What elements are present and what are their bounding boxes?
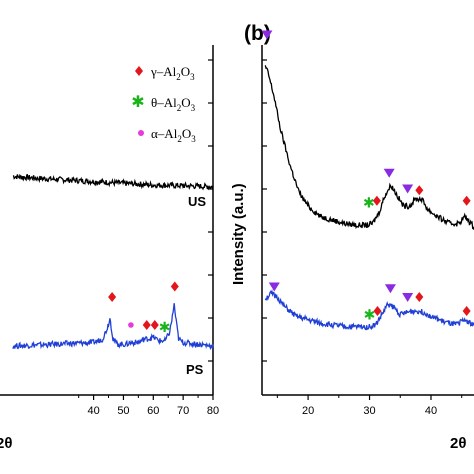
diamond-marker <box>142 320 151 330</box>
diamond-marker <box>462 306 471 316</box>
triangle-marker <box>402 293 414 302</box>
legend-entry-theta: ✱ θ–Al2O3 <box>131 94 195 113</box>
x-tick-label: 50 <box>117 405 129 417</box>
curve-label-ps: PS <box>186 362 204 377</box>
diamond-marker <box>150 320 159 330</box>
legend-label-alpha: α–Al2O3 <box>151 126 196 144</box>
diamond-marker <box>170 281 179 292</box>
star-marker: ✱ <box>364 307 376 323</box>
legend-circle-marker <box>138 130 144 136</box>
diamond-marker <box>415 185 424 196</box>
legend-star-marker: ✱ <box>131 94 144 111</box>
curve-label-us: US <box>188 194 206 209</box>
x-axis-title-b: 2θ <box>450 435 466 452</box>
series-line <box>12 303 214 351</box>
y-axis-title-b: Intensity (a.u.) <box>230 183 247 285</box>
diamond-marker <box>462 195 471 206</box>
panel-label-b: (b) <box>244 22 271 45</box>
panel-a: 40 50 60 70 80 ✱ γ–Al2O3 ✱ θ–Al2O3 α–Al2O3 U… <box>0 45 219 452</box>
x-axis-title-a: 2θ <box>0 435 12 452</box>
x-tick-label: 70 <box>177 405 189 417</box>
triangle-marker <box>268 282 280 292</box>
x-tick-label: 40 <box>87 405 99 417</box>
series-line <box>12 173 214 191</box>
x-tick-label: 20 <box>302 405 314 417</box>
legend: γ–Al2O3 ✱ θ–Al2O3 α–Al2O3 <box>131 64 196 144</box>
triangle-marker <box>261 30 273 40</box>
triangle-marker <box>402 184 414 194</box>
circle-marker <box>128 322 134 328</box>
x-tick-label: 40 <box>425 405 437 417</box>
diamond-marker <box>373 306 382 316</box>
star-marker: ✱ <box>363 195 375 211</box>
x-tick-label: 30 <box>363 405 375 417</box>
x-tick-label: 60 <box>147 405 159 417</box>
legend-entry-alpha: α–Al2O3 <box>138 126 196 144</box>
diamond-marker <box>108 292 117 302</box>
series-line <box>264 65 474 230</box>
legend-label-gamma: γ–Al2O3 <box>150 64 195 82</box>
x-tick-label: 80 <box>207 405 219 417</box>
panel-b: (b) 20 30 40 ✱ ✱ Intensity (a.u.) 2θ <box>230 22 474 452</box>
legend-diamond-marker <box>135 66 143 76</box>
triangle-marker <box>383 168 395 178</box>
legend-label-theta: θ–Al2O3 <box>151 95 196 113</box>
legend-entry-gamma: γ–Al2O3 <box>135 64 195 82</box>
diamond-marker <box>415 292 424 302</box>
series-line <box>264 289 474 331</box>
triangle-marker <box>384 284 396 294</box>
diamond-marker <box>372 195 381 206</box>
star-marker: ✱ <box>159 319 171 335</box>
